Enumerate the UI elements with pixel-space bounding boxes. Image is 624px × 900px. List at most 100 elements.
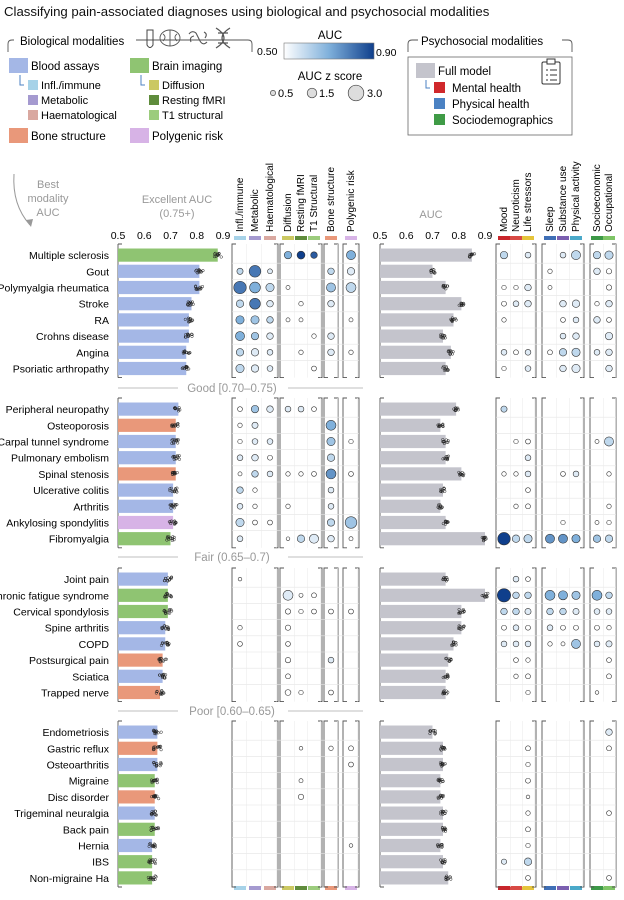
bio-column-header: Resting fMRI [296, 174, 307, 232]
psy-modality-dot [606, 519, 612, 526]
left-axis-cap [118, 720, 122, 888]
best-auc-fold-point [159, 748, 163, 752]
psy-column-strip-bottom [522, 886, 534, 890]
full-auc-fold-point [483, 535, 487, 539]
best-auc-fold-point [163, 624, 167, 628]
full-auc-fold-point [454, 643, 458, 647]
best-auc-bar [118, 297, 192, 311]
psy-modality-dot [525, 777, 531, 784]
bio-column-strip [234, 236, 246, 240]
psy-modality-dot [593, 640, 601, 648]
psy-modality-dot [591, 590, 603, 601]
bio-modality-dot [327, 656, 335, 664]
full-auc-fold-point [456, 626, 461, 630]
left-axis-cap [118, 567, 122, 703]
diagnosis-label: Trapped nerve [41, 688, 109, 700]
best-label-line3: AUC [36, 207, 59, 219]
psy-modality-dot [524, 251, 532, 259]
bio-column-header: Diffusion [283, 193, 294, 232]
psy-panel-frame [541, 567, 585, 703]
full-auc-fold-point [439, 487, 443, 491]
best-auc-fold-point [175, 503, 179, 507]
best-auc-fold-point [176, 441, 180, 445]
full-model-auc-bar [380, 499, 441, 513]
full-auc-fold-point [441, 336, 446, 340]
full-model-auc-bar [380, 280, 446, 295]
best-auc-bar [118, 248, 218, 262]
psy-panel-frame [541, 397, 585, 549]
psy-modality-dot [572, 470, 580, 478]
full-auc-fold-point [450, 319, 454, 324]
diagnosis-label: Gastric reflux [47, 743, 110, 755]
best-auc-bar [118, 264, 200, 278]
bio-modality-dot [326, 518, 336, 527]
full-auc-fold-point [440, 764, 444, 768]
z-score-title: AUC z score [298, 71, 363, 83]
full-auc-fold-point [439, 335, 443, 339]
legend-label-metabolic: Metabolic [41, 95, 89, 107]
full-auc-fold-point [443, 811, 447, 815]
best-auc-fold-point [153, 812, 157, 816]
bio-modality-dot [251, 438, 259, 445]
best-auc-fold-point [173, 407, 177, 411]
best-auc-fold-point [212, 255, 216, 259]
full-auc-fold-point [446, 439, 450, 443]
psy-modality-dot [513, 438, 519, 445]
full-auc-fold-point [442, 486, 446, 490]
diagnosis-label: Trigeminal neuralgia [14, 808, 109, 820]
psy-modality-dot [546, 607, 554, 616]
bio-modality-dot [265, 283, 275, 292]
bio-modality-dot [344, 516, 358, 529]
best-auc-fold-point [187, 367, 191, 371]
psy-column-strip [498, 236, 510, 240]
excellent-label: Excellent AUC [142, 194, 212, 206]
legend-label-resting: Resting fMRI [162, 95, 226, 107]
bio-modality-dot [266, 405, 274, 413]
full-auc-fold-point [459, 302, 463, 307]
best-auc-bar [118, 451, 176, 465]
psy-column-strip [591, 236, 603, 240]
bio-modality-dot [285, 536, 291, 541]
bio-modality-dot [298, 349, 304, 355]
bio-modality-dot [298, 689, 304, 696]
best-auc-fold-point [169, 575, 174, 579]
bio-modality-dot [250, 332, 260, 341]
bio-modality-dot [251, 454, 259, 462]
bio-panel-frame [231, 397, 279, 549]
full-auc-fold-point [448, 875, 452, 879]
full-auc-fold-point [444, 689, 448, 693]
psy-modality-dot [593, 608, 601, 615]
legend-swatch-metabolic [28, 95, 38, 105]
bio-modality-dot [237, 471, 243, 477]
full-auc-fold-point [444, 366, 448, 370]
psy-panel-frame [495, 567, 537, 703]
bio-modality-dot [311, 406, 317, 412]
full-auc-fold-point [442, 829, 446, 833]
best-auc-bar [118, 725, 158, 739]
best-modality-bars: Multiple sclerosis Gout Polymyalgia rheuma… [0, 248, 223, 885]
bio-column-strip [325, 236, 337, 240]
best-auc-fold-point [153, 794, 157, 798]
bio-modality-dot [235, 518, 245, 527]
psy-modality-dot [525, 438, 531, 445]
full-auc-fold-point [458, 611, 463, 615]
psy-column-header: Sleep [545, 206, 556, 232]
bio-modality-dot [346, 250, 356, 260]
best-auc-fold-point [185, 365, 189, 369]
full-model-auc-bar [380, 669, 446, 683]
full-model-auc-bar [380, 572, 446, 586]
best-auc-fold-point [160, 627, 164, 631]
full-model-auc-bar [380, 532, 485, 546]
auc-scale-min: 0.50 [257, 46, 278, 58]
psy-modality-dot [559, 364, 567, 373]
psy-modality-dot [512, 640, 520, 648]
best-auc-fold-point [172, 502, 176, 506]
diagnosis-label: Pulmonary embolism [11, 453, 109, 465]
psy-modality-dot [572, 608, 580, 615]
tube-icon [146, 29, 154, 48]
psy-modality-dot [501, 284, 507, 291]
psy-column-strip [544, 236, 556, 240]
bio-modality-dot [235, 348, 245, 357]
full-auc-fold-point [439, 858, 443, 862]
